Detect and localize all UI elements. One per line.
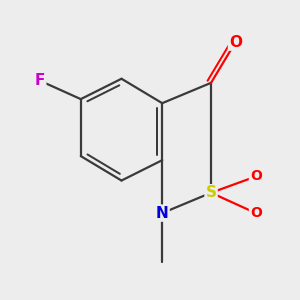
Text: O: O xyxy=(250,206,262,220)
Text: O: O xyxy=(250,169,262,184)
Text: O: O xyxy=(229,34,242,50)
Text: S: S xyxy=(206,185,217,200)
Text: F: F xyxy=(35,73,45,88)
Text: N: N xyxy=(156,206,169,220)
